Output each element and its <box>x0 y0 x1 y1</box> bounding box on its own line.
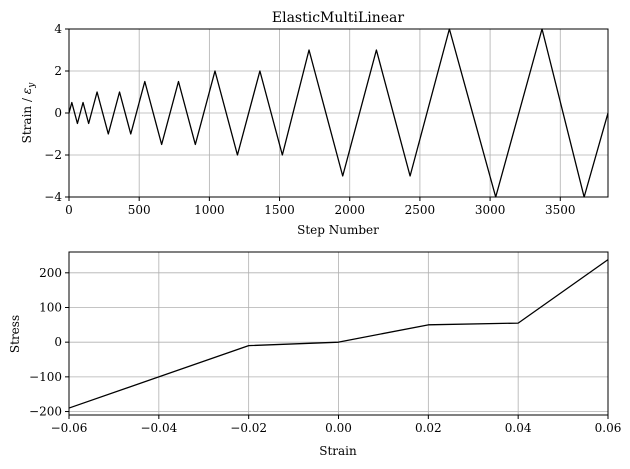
x-tick-label: 0.04 <box>505 421 532 435</box>
chart-title: ElasticMultiLinear <box>272 10 405 26</box>
x-axis-label: Step Number <box>297 223 379 237</box>
x-tick-label: 1000 <box>194 203 225 217</box>
y-axis-label: Strain / εy <box>20 82 37 144</box>
x-tick-label: 1500 <box>264 203 295 217</box>
y-axis-label-text: Strain / <box>20 94 34 143</box>
y-tick-label: 0 <box>54 106 62 120</box>
x-tick-label: 500 <box>128 203 151 217</box>
y-tick-label: −200 <box>29 405 62 419</box>
strain-history-grid <box>68 28 608 198</box>
x-tick-label: −0.02 <box>230 421 267 435</box>
x-axis-label-strain: Strain <box>319 444 357 458</box>
x-tick-label: 2500 <box>405 203 436 217</box>
y-tick-label: 100 <box>39 300 62 314</box>
y-tick-label: 0 <box>54 335 62 349</box>
y-tick-label: −4 <box>44 190 62 204</box>
x-tick-label: 0.00 <box>325 421 352 435</box>
x-tick-label: 0 <box>65 203 73 217</box>
y-axis-label-epsilon: ε <box>20 88 34 94</box>
x-tick-label: 3000 <box>475 203 506 217</box>
strain-history-ticks: 0 500 1000 1500 2000 2500 3000 3500 −4 −2 0 2 4 <box>44 22 575 217</box>
x-tick-label: 3500 <box>545 203 576 217</box>
y-tick-label: −100 <box>29 370 62 384</box>
y-axis-label-subscript: y <box>27 82 37 89</box>
y-tick-label: −2 <box>44 148 62 162</box>
stress-strain-panel: −0.06 −0.04 −0.02 0.00 0.02 0.04 0.06 −200 −100 0… <box>8 251 621 458</box>
y-tick-label: 200 <box>39 266 62 280</box>
stress-strain-grid <box>68 252 609 415</box>
strain-history-panel: ElasticMultiLinear 0 500 1000 1500 2000 2500 3… <box>20 10 609 237</box>
x-tick-label: −0.04 <box>140 421 177 435</box>
stress-strain-line <box>68 259 609 409</box>
x-tick-label: 2000 <box>334 203 365 217</box>
y-tick-label: 2 <box>54 64 62 78</box>
y-axis-label-stress: Stress <box>8 315 22 353</box>
y-tick-label: 4 <box>54 22 62 36</box>
x-tick-label: 0.06 <box>595 421 622 435</box>
x-tick-label: −0.06 <box>51 421 88 435</box>
strain-history-line <box>68 28 609 198</box>
stress-strain-ticks: −0.06 −0.04 −0.02 0.00 0.02 0.04 0.06 −200 −100 0… <box>29 266 621 435</box>
x-tick-label: 0.02 <box>415 421 442 435</box>
